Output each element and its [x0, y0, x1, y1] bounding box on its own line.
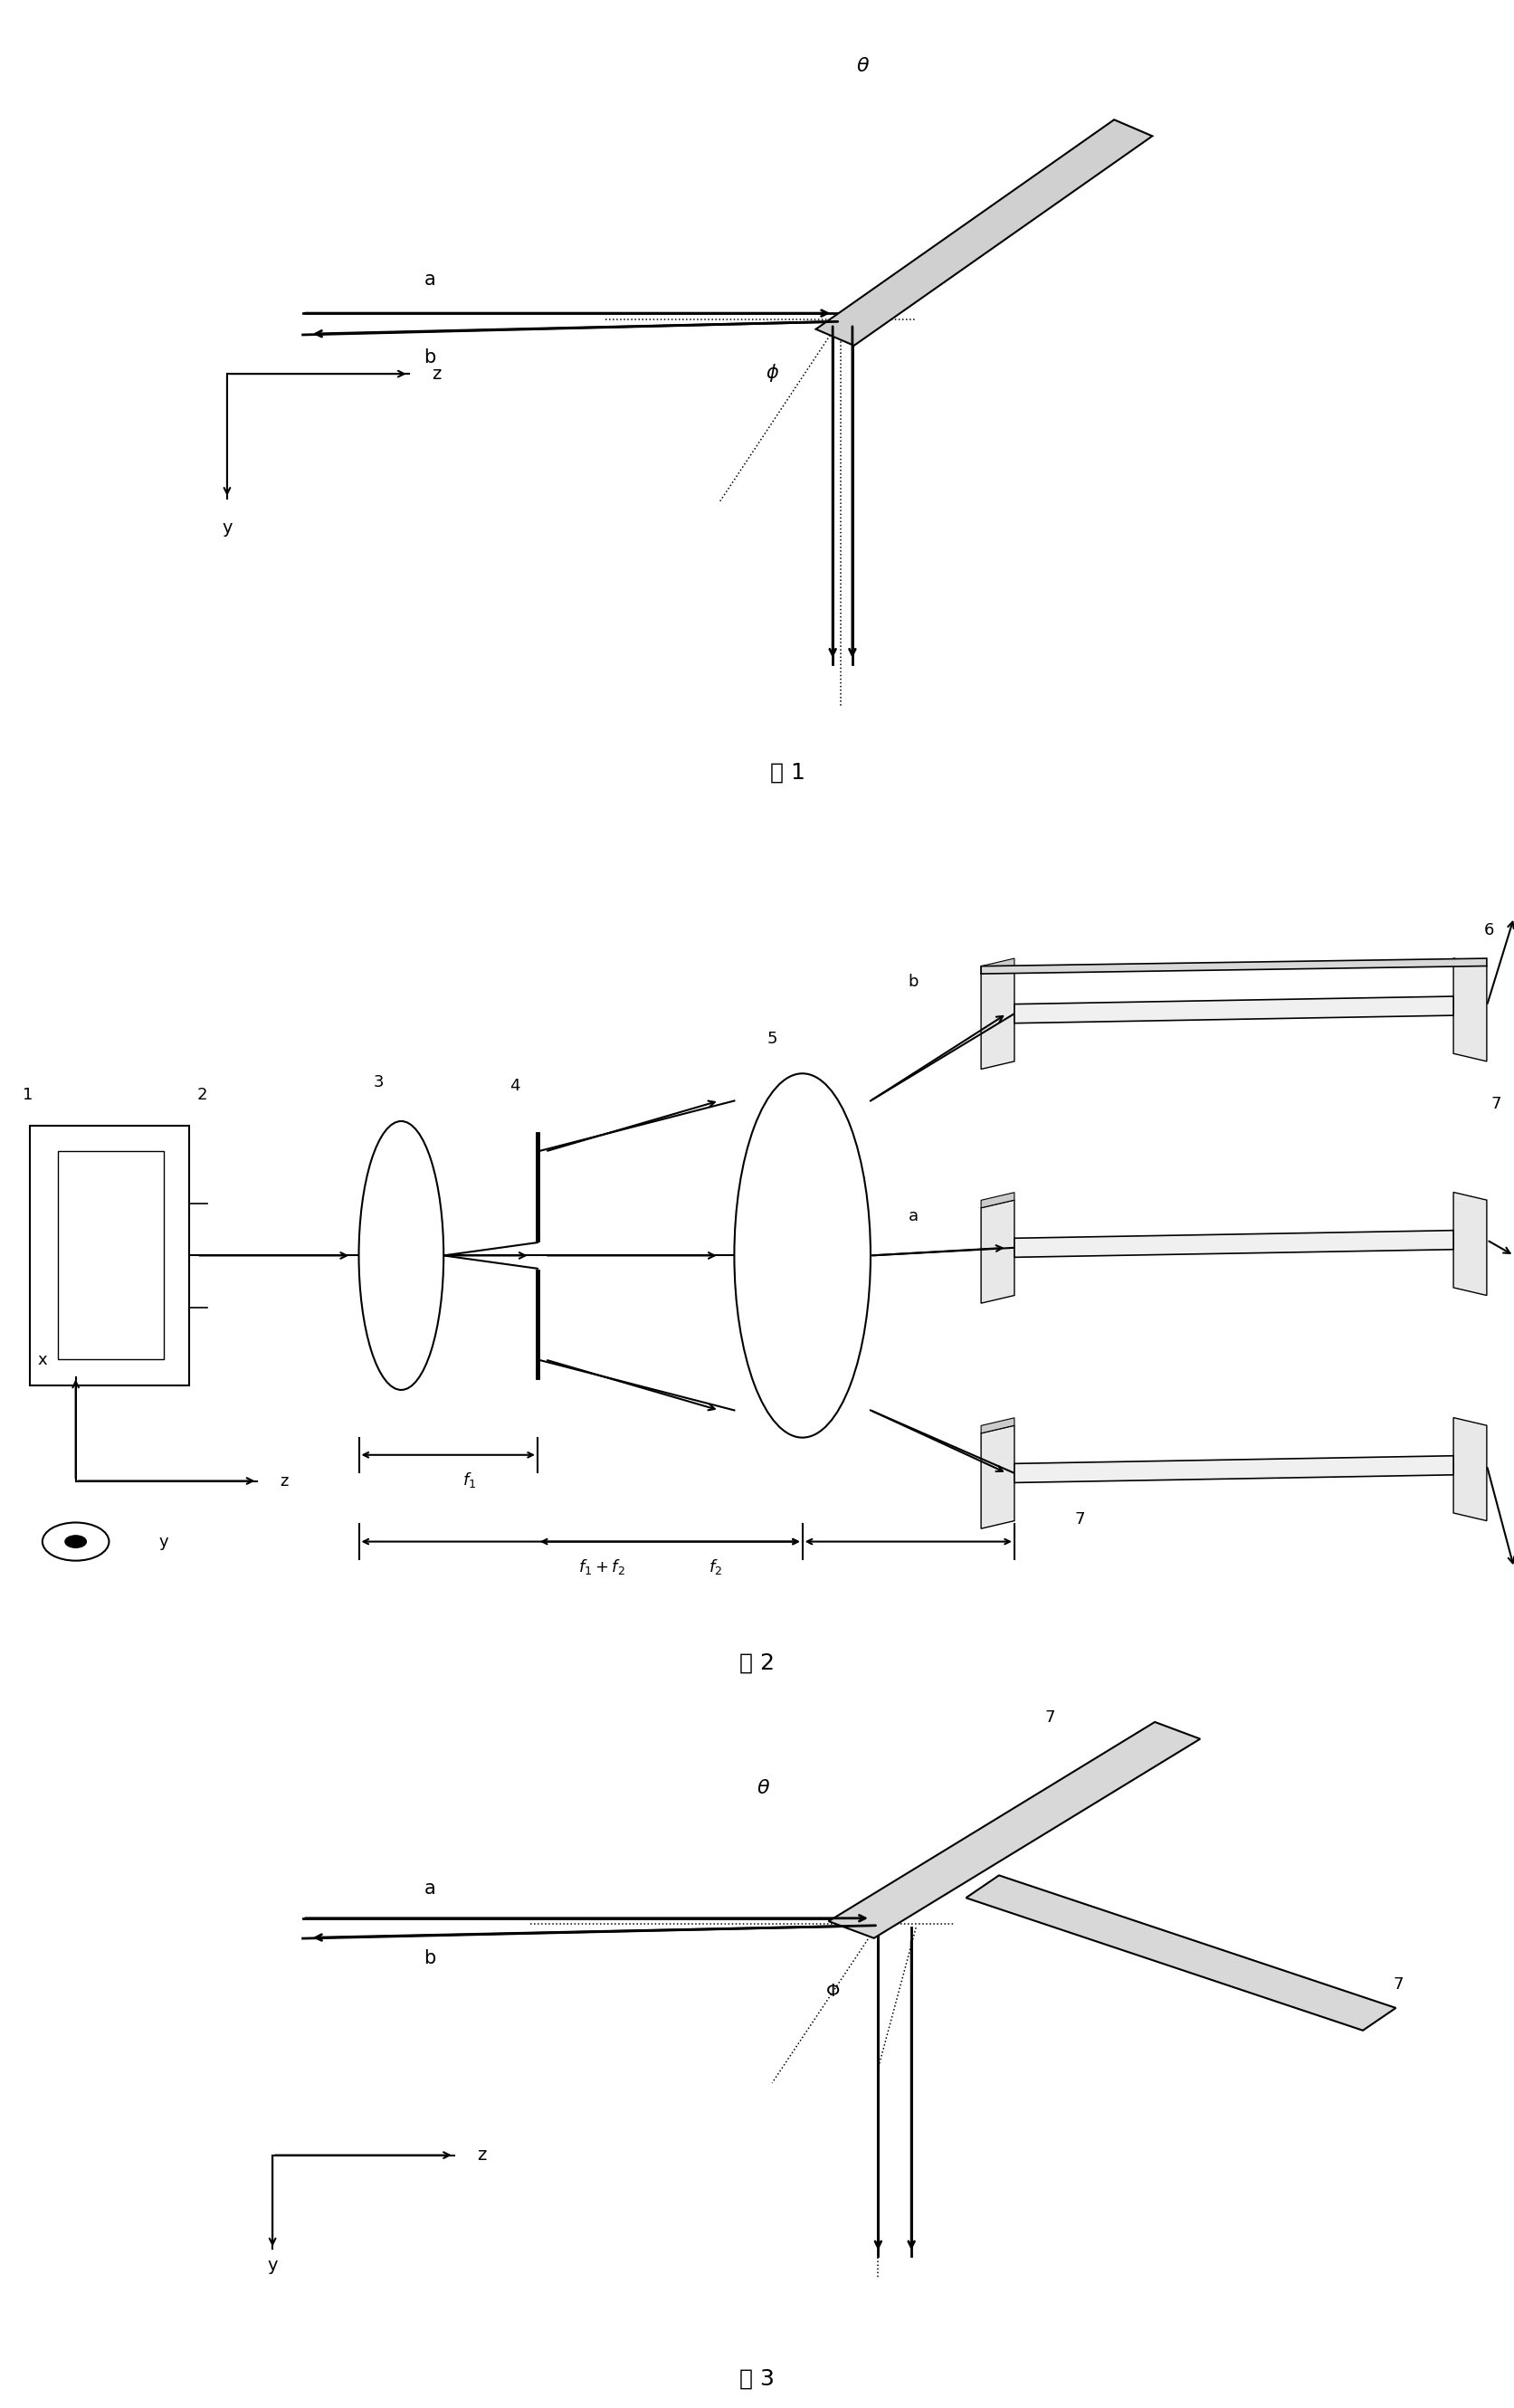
- Text: $\Phi$: $\Phi$: [825, 1982, 840, 2001]
- Text: $\phi$: $\phi$: [765, 361, 780, 383]
- Text: 5: 5: [768, 1031, 777, 1047]
- Text: 图 2: 图 2: [739, 1652, 775, 1674]
- Text: 图 1: 图 1: [769, 761, 805, 783]
- Text: 1: 1: [23, 1086, 33, 1103]
- Polygon shape: [981, 1192, 1014, 1209]
- Text: 7: 7: [1393, 1977, 1403, 1994]
- Polygon shape: [981, 966, 1014, 1069]
- Text: b: b: [424, 349, 436, 366]
- Polygon shape: [1014, 1457, 1453, 1483]
- Bar: [58, 1151, 164, 1361]
- Polygon shape: [1014, 1230, 1453, 1257]
- Text: z: z: [431, 366, 441, 383]
- Text: a: a: [424, 270, 436, 289]
- Ellipse shape: [734, 1074, 871, 1438]
- Text: $\theta$: $\theta$: [855, 58, 871, 75]
- Text: 7: 7: [1075, 1512, 1086, 1529]
- Text: 4: 4: [510, 1079, 519, 1096]
- Text: b: b: [424, 1948, 436, 1967]
- Text: 6: 6: [1484, 922, 1494, 939]
- Text: 7: 7: [1045, 1710, 1055, 1727]
- Polygon shape: [816, 120, 1152, 344]
- Text: $\theta$: $\theta$: [757, 1780, 771, 1799]
- Text: 3: 3: [374, 1074, 383, 1091]
- Polygon shape: [1014, 997, 1453, 1023]
- Circle shape: [65, 1536, 86, 1548]
- Text: a: a: [908, 1209, 919, 1226]
- Polygon shape: [1453, 958, 1487, 1062]
- Text: 2: 2: [197, 1086, 207, 1103]
- Polygon shape: [981, 1199, 1014, 1303]
- Text: b: b: [908, 975, 919, 990]
- Text: z: z: [477, 2146, 486, 2165]
- Text: $f_2$: $f_2$: [709, 1558, 722, 1577]
- Text: y: y: [268, 2256, 277, 2276]
- Text: 图 3: 图 3: [739, 2367, 775, 2391]
- Text: a: a: [424, 1878, 436, 1898]
- Text: 7: 7: [1491, 1096, 1502, 1112]
- Ellipse shape: [359, 1122, 444, 1389]
- Polygon shape: [981, 958, 1014, 973]
- Text: $f_1+f_2$: $f_1+f_2$: [578, 1558, 625, 1577]
- Bar: [30, 1125, 189, 1385]
- Text: z: z: [280, 1474, 289, 1488]
- Polygon shape: [1453, 1192, 1487, 1296]
- Text: y: y: [159, 1534, 168, 1551]
- Polygon shape: [981, 958, 1487, 973]
- Polygon shape: [981, 1418, 1014, 1433]
- Polygon shape: [981, 1426, 1014, 1529]
- Polygon shape: [966, 1876, 1396, 2030]
- Polygon shape: [828, 1722, 1201, 1938]
- Polygon shape: [1453, 1418, 1487, 1522]
- Text: x: x: [38, 1351, 47, 1368]
- Text: $f_1$: $f_1$: [462, 1471, 477, 1491]
- Text: y: y: [223, 520, 232, 537]
